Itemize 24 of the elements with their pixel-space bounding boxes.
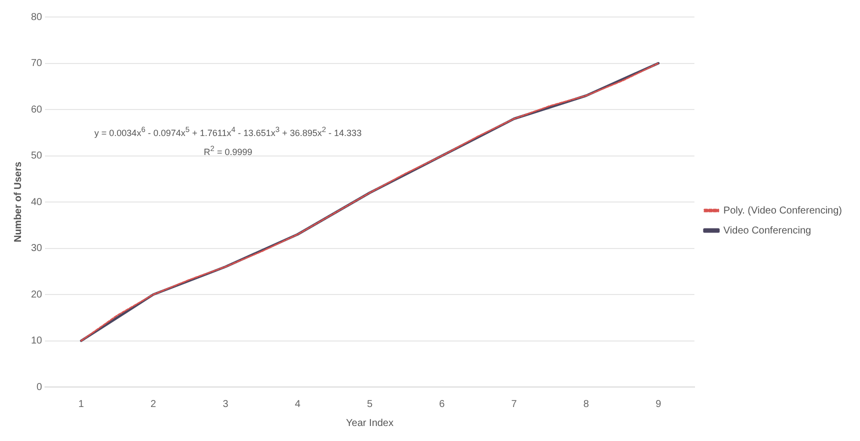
- y-tick-label: 80: [31, 12, 43, 23]
- y-tick-label: 30: [31, 243, 43, 254]
- y-tick-label: 50: [31, 150, 43, 162]
- y-tick-label: 60: [31, 104, 43, 116]
- y-tick-label: 20: [31, 289, 43, 300]
- y-tick-label: 10: [31, 336, 43, 346]
- x-tick-label: 6: [439, 398, 446, 410]
- y-tick-label: 0: [36, 382, 43, 393]
- text: y = 0.0034x$^{6}$ - 0.0974x$^{5}$ + 1.7611x$^{4}$ - 13.651x$^{3}$ + 36.895x$^{2}$ - 14.333: [94, 125, 362, 138]
- x-tick-label: 8: [583, 398, 590, 410]
- x-tick-label: 4: [294, 398, 301, 410]
- x-tick-label: 9: [656, 398, 662, 410]
- x-tick-label: 1: [78, 398, 84, 410]
- y-axis-title: Number of Users: [12, 161, 24, 242]
- x-tick-label: 2: [150, 398, 157, 410]
- x-tick-label: 5: [366, 398, 373, 410]
- x-axis-title: Year Index: [346, 418, 394, 429]
- annotation: R$^{2}$ = 0.9999: [202, 143, 254, 159]
- y-tick-label: 70: [31, 58, 43, 69]
- y-tick-label: 40: [31, 196, 43, 208]
- legend-label: Video Conferencing: [723, 225, 812, 236]
- x-tick-label: 3: [222, 398, 229, 410]
- x-tick-label: 7: [511, 398, 518, 410]
- legend-label: Poly. (Video Conferencing): [723, 205, 842, 216]
